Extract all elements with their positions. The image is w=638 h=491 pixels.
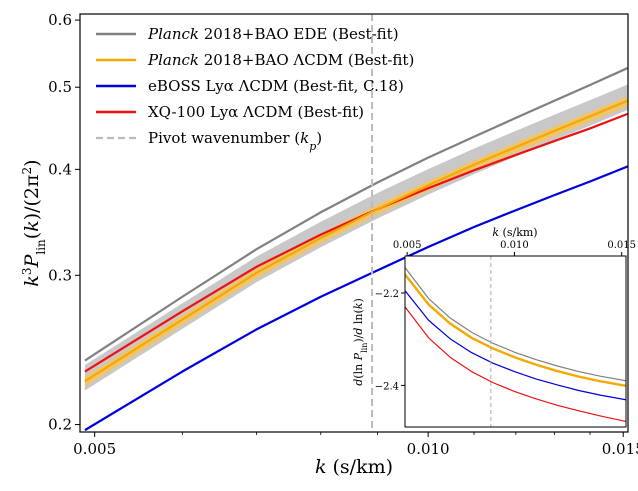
legend-label-pivot: Pivot wavenumber (kp) <box>148 129 322 153</box>
x-axis-label: k (s/km) <box>315 456 393 478</box>
inset-x-tick-label: 0.005 <box>393 240 422 251</box>
inset-background <box>405 256 626 427</box>
inset-x-tick-label: 0.010 <box>500 240 529 251</box>
legend-label-planck-2018-bao-cdm-best-fit: Planck 2018+BAO ΛCDM (Best-fit) <box>147 51 414 69</box>
series-line-planck-2018-bao-cdm-best-fit <box>84 99 628 383</box>
legend-label-planck-2018-bao-ede-best-fit: Planck 2018+BAO EDE (Best-fit) <box>147 25 399 43</box>
legend-label-xq-100-ly-cdm-best-fit: XQ-100 Lyα ΛCDM (Best-fit) <box>148 103 364 121</box>
x-tick-label: 0.005 <box>73 440 116 458</box>
x-tick-label: 0.010 <box>407 440 450 458</box>
inset-line-xq-100-ly-cdm-best-fit <box>405 306 626 423</box>
y-tick-label: 0.6 <box>48 11 72 29</box>
y-tick-label: 0.4 <box>48 160 72 178</box>
inset-x-axis-label: k (s/km) <box>492 226 537 239</box>
inset-x-tick-label: 0.015 <box>607 240 636 251</box>
series-line-xq-100-ly-cdm-best-fit <box>84 112 628 373</box>
y-axis-label: k3Plin(k)/(2π2) <box>20 159 48 286</box>
lcdm-orange-band <box>84 96 628 387</box>
y-tick-label: 0.5 <box>48 78 72 96</box>
legend: Planck 2018+BAO EDE (Best-fit) Planck 201… <box>96 25 414 153</box>
inset-y-axis-label: d(ln Plin)/d ln(k) <box>352 298 369 386</box>
main-plot-frame <box>79 13 629 433</box>
legend-label-eboss-ly-cdm-best-fit-c-18: eBOSS Lyα ΛCDM (Best-fit, C.18) <box>148 77 404 95</box>
inset-line-planck-2018-bao-ede-best-fit <box>405 267 626 382</box>
series-line-planck-2018-bao-ede-best-fit <box>84 66 628 362</box>
inset-y-tick-label: −2.4 <box>375 381 399 392</box>
x-tick-label: 0.015 <box>602 440 638 458</box>
inset-plot: 0.005 0.010 0.015 −2.2 −2.4 k (s/km) d(ln Pl… <box>352 226 636 428</box>
series-line-eboss-ly-cdm-best-fit-c-18 <box>84 165 628 432</box>
inset-line-eboss-ly-cdm-best-fit-c-18 <box>405 290 626 401</box>
y-tick-label: 0.2 <box>48 416 72 434</box>
inset-frame <box>404 255 627 428</box>
inset-y-tick-label: −2.2 <box>375 289 399 300</box>
inset-line-planck-2018-bao-cdm-best-fit <box>405 273 626 388</box>
y-tick-label: 0.3 <box>48 266 72 284</box>
